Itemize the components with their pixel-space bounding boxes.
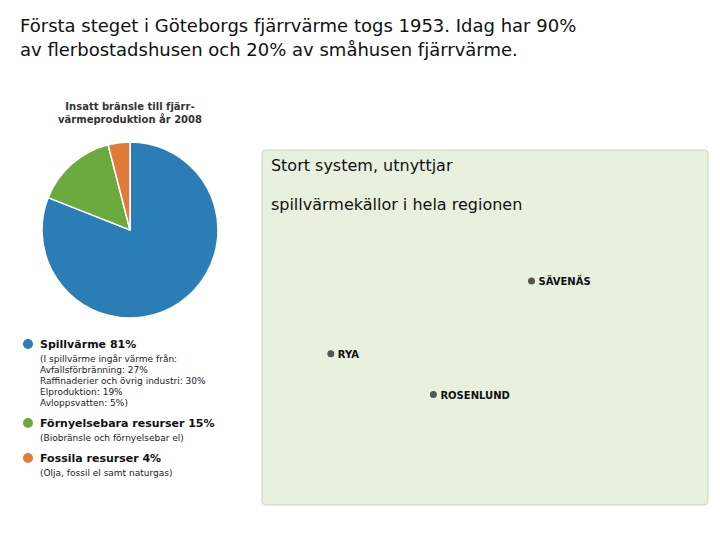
- title-line: Första steget i Göteborgs fjärrvärme tog…: [20, 15, 576, 36]
- map-panel: Stort system, utnyttjar spillvärmekällor …: [262, 150, 708, 505]
- legend-note-line: (Biobränsle och förnyelsebar el): [40, 433, 184, 443]
- title-line: av flerbostadshusen och 20% av småhusen …: [20, 39, 518, 60]
- map-background: [262, 150, 708, 505]
- legend-note: (I spillvärme ingår värme från:Avfallsfö…: [40, 354, 206, 408]
- legend-swatch: [23, 418, 33, 428]
- pie-title-line: värmeproduktion år 2008: [58, 113, 202, 125]
- legend-note: (Olja, fossil el samt naturgas): [40, 468, 172, 478]
- map-text: spillvärmekällor i hela regionen: [271, 195, 522, 214]
- legend-label: Förnyelsebara resurser 15%: [40, 417, 215, 430]
- site-marker: [528, 277, 535, 284]
- site-label: ROSENLUND: [440, 390, 509, 401]
- legend-label: Spillvärme 81%: [40, 338, 136, 351]
- map-text: Stort system, utnyttjar: [271, 156, 453, 175]
- legend-swatch: [23, 453, 33, 463]
- site-label: RYA: [338, 349, 359, 360]
- site-label: SÄVENÄS: [539, 274, 591, 287]
- legend-note-line: Avloppsvatten: 5%): [40, 398, 128, 408]
- legend-note-line: Avfallsförbränning: 27%: [40, 365, 148, 375]
- title: Första steget i Göteborgs fjärrvärme tog…: [20, 15, 576, 60]
- chart: Första steget i Göteborgs fjärrvärme tog…: [0, 0, 720, 540]
- pie-slice: [108, 142, 130, 230]
- site-marker: [327, 350, 334, 357]
- pie: [42, 142, 218, 318]
- pie-title-line: Insatt bränsle till fjärr-: [65, 101, 194, 112]
- pie-title: Insatt bränsle till fjärr-värmeproduktio…: [58, 101, 202, 125]
- legend-note: (Biobränsle och förnyelsebar el): [40, 433, 184, 443]
- legend-note-line: Raffinaderier och övrig industri: 30%: [40, 376, 206, 386]
- legend: Spillvärme 81% (I spillvärme ingår värme …: [23, 338, 215, 478]
- site-marker: [430, 391, 437, 398]
- legend-swatch: [23, 339, 33, 349]
- legend-label: Fossila resurser 4%: [40, 452, 161, 465]
- legend-note-line: (Olja, fossil el samt naturgas): [40, 468, 172, 478]
- legend-note-line: (I spillvärme ingår värme från:: [40, 354, 177, 364]
- pie-slice: [42, 142, 218, 318]
- legend-note-line: Elproduktion: 19%: [40, 387, 123, 397]
